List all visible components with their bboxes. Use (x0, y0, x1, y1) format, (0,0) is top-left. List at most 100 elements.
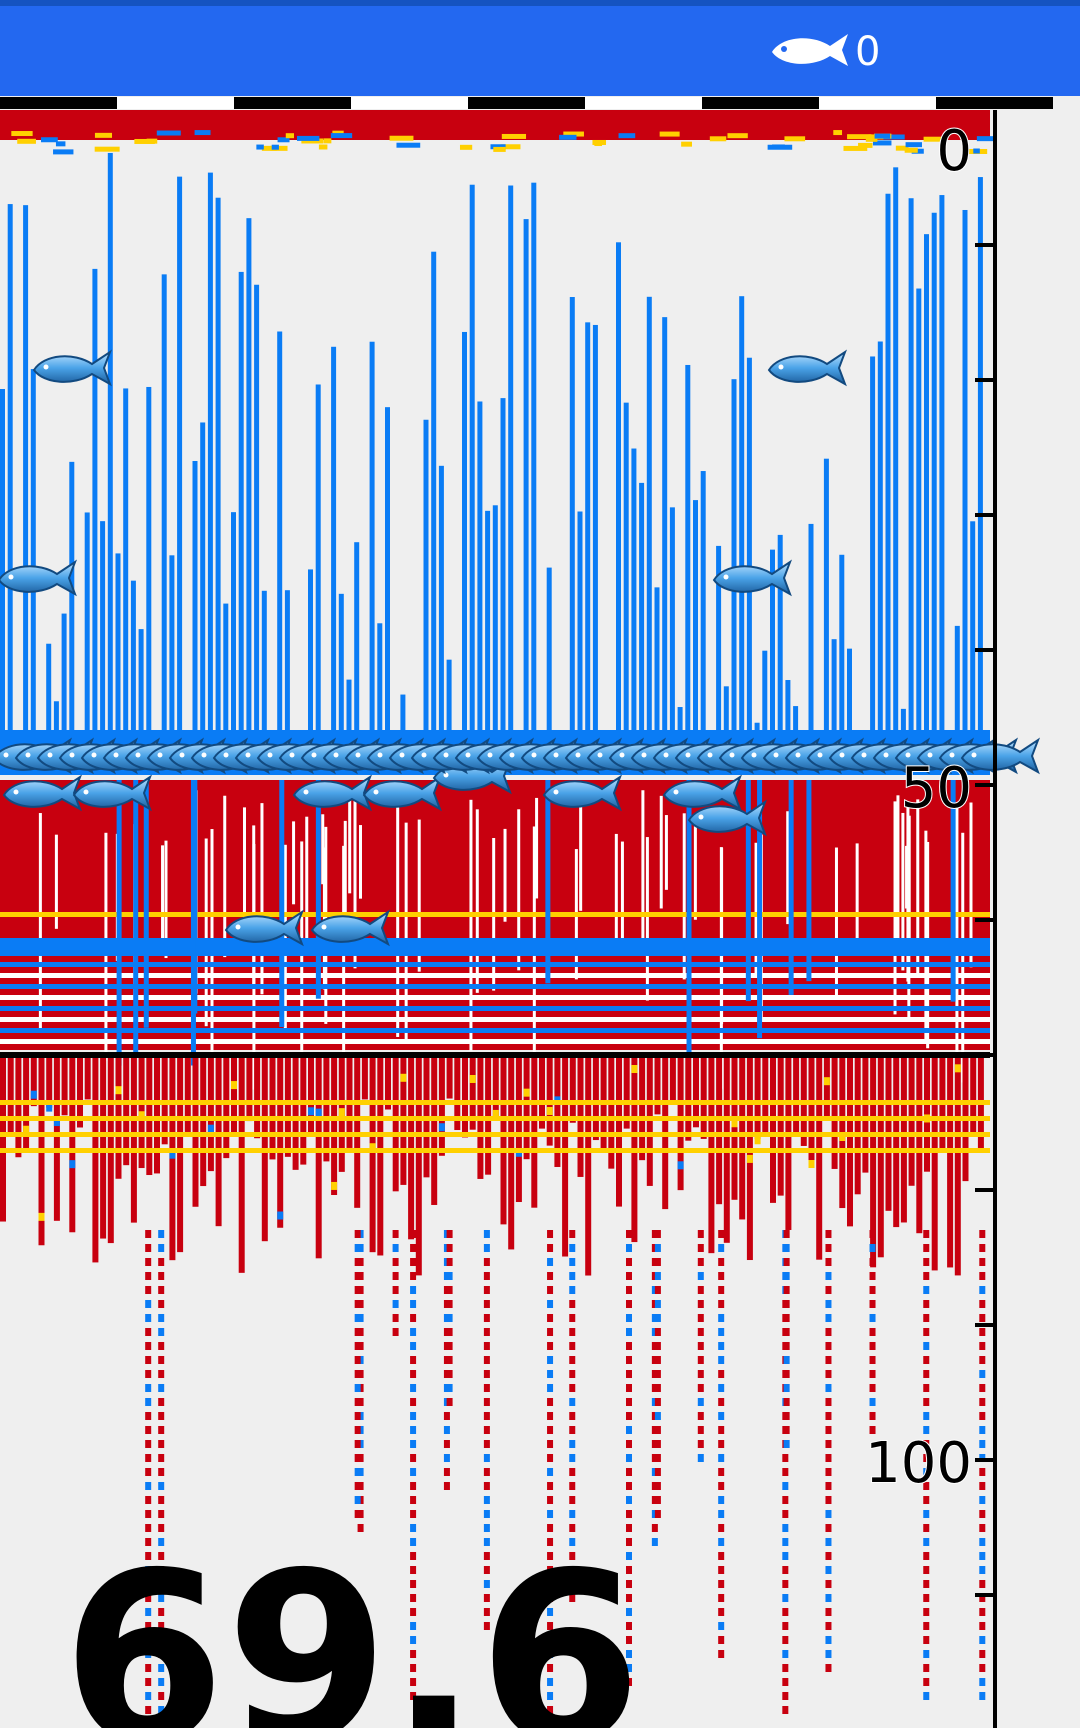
bottom-stripe (0, 1148, 990, 1153)
trail-dot (783, 1244, 790, 1252)
bottom-echo (877, 1058, 884, 1258)
trail-dot (483, 1496, 490, 1504)
bottom-speck (315, 1108, 322, 1117)
bottom-speck (546, 1107, 553, 1116)
trail-dot (825, 1664, 832, 1672)
trail-dot (825, 1230, 832, 1238)
trail-dot (651, 1272, 658, 1280)
trail-dot (783, 1300, 790, 1308)
trail-dot (145, 1384, 152, 1392)
depth-ticks (975, 243, 995, 1597)
trail-dot (654, 1398, 661, 1406)
sonar-image (0, 97, 1053, 1728)
trail-dot (547, 1258, 554, 1266)
trail-dot (547, 1300, 554, 1308)
trail-dot (782, 1622, 789, 1630)
trail-dot (783, 1342, 790, 1350)
echo-column (446, 659, 452, 770)
echo-column (46, 643, 52, 770)
echo-column (847, 648, 852, 770)
echo-column (100, 521, 106, 770)
bottom-speck (207, 1124, 214, 1133)
layer-gap (786, 811, 790, 925)
trail-dot (446, 1272, 453, 1280)
layer-gap (834, 847, 838, 998)
trail-dot (651, 1426, 658, 1434)
trail-dot (145, 1314, 152, 1322)
bottom-echo (562, 1058, 569, 1257)
bottom-stripe (0, 1116, 990, 1121)
trail-dot (158, 1398, 165, 1406)
fish-counter-icon (772, 34, 848, 66)
echo-column (7, 204, 13, 770)
bottom-echo (0, 1058, 6, 1222)
range-strip (117, 97, 234, 109)
trail-dot (782, 1552, 789, 1560)
trail-dot (547, 1454, 554, 1462)
trail-dot (145, 1468, 152, 1476)
surface-speck (858, 142, 873, 148)
trail-dot (569, 1482, 576, 1490)
surface-speck (17, 138, 36, 144)
trail-dot (979, 1230, 986, 1238)
trail-dot (354, 1426, 361, 1434)
trail-dot (158, 1230, 165, 1238)
echo-column (954, 625, 960, 770)
bottom-echo (816, 1058, 823, 1260)
bottom-echo (177, 1058, 184, 1253)
trail-dot (782, 1510, 789, 1518)
bottom-echo (770, 1058, 776, 1203)
trail-dot (392, 1286, 399, 1294)
trail-dot (145, 1440, 152, 1448)
trail-dot (782, 1538, 789, 1546)
trail-dot (158, 1342, 165, 1350)
layer-gap (54, 834, 58, 929)
echo-column (950, 780, 956, 1002)
trail-dot (625, 1608, 632, 1616)
layer-stripe (0, 995, 990, 1000)
bottom-speck (400, 1073, 407, 1082)
echo-column (138, 629, 144, 770)
layer-gap (503, 828, 507, 922)
trail-dot (654, 1496, 661, 1504)
trail-dot (923, 1538, 930, 1546)
trail-dot (483, 1314, 490, 1322)
trail-dot (654, 1482, 661, 1490)
trail-dot (654, 1328, 661, 1336)
trail-dot (718, 1244, 725, 1252)
bottom-echo (215, 1058, 222, 1227)
trail-dot (979, 1384, 986, 1392)
trail-dot (979, 1580, 986, 1588)
trail-dot (697, 1370, 704, 1378)
trail-dot (923, 1594, 930, 1602)
echo-column (431, 251, 437, 770)
trail-dot (718, 1258, 725, 1266)
trail-dot (923, 1524, 930, 1532)
trail-dot (825, 1328, 832, 1336)
layer-stripe (0, 938, 990, 956)
trail-dot (392, 1272, 399, 1280)
trail-dot (158, 1356, 165, 1364)
bottom-speck (46, 1103, 53, 1112)
layer-gap (223, 795, 227, 958)
layer-gap (659, 795, 663, 909)
echo-column (377, 623, 383, 770)
trail-dot (483, 1482, 490, 1490)
bottom-echo (893, 1058, 900, 1228)
echo-column (808, 523, 814, 770)
echo-column (254, 284, 260, 770)
trail-dot (443, 1426, 450, 1434)
layer-gap (535, 797, 539, 899)
trail-dot (483, 1580, 490, 1588)
trail-dot (410, 1244, 417, 1252)
layer-stripe (0, 973, 990, 978)
bottom-echo (369, 1058, 376, 1253)
trail-dot (923, 1384, 930, 1392)
bottom-echo (870, 1058, 877, 1268)
trail-dot (825, 1412, 832, 1420)
trail-dot (145, 1678, 152, 1686)
surface-speck (134, 138, 155, 144)
surface-speck (301, 138, 324, 144)
trail-dot (654, 1272, 661, 1280)
echo-column (143, 780, 149, 1028)
